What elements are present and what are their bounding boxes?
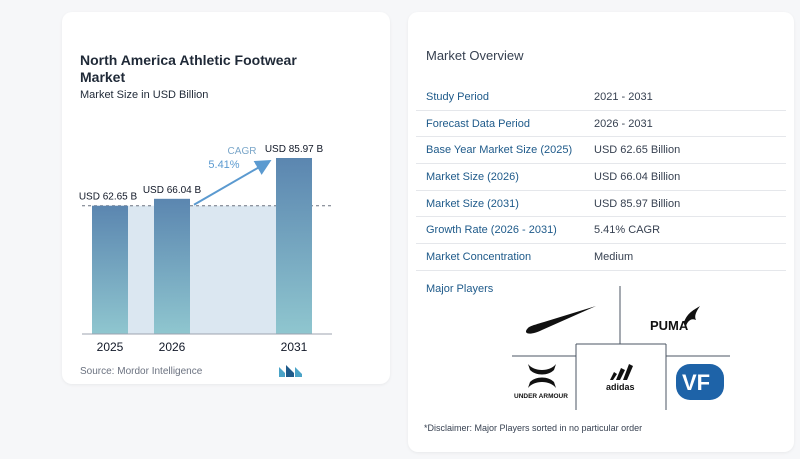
row-value: USD 85.97 Billion [594,197,681,210]
overview-card [408,12,794,452]
data-label: USD 66.04 B [143,185,202,196]
table-row: Market Size (2026) USD 66.04 Billion [416,164,786,191]
row-key: Market Size (2031) [426,197,519,210]
table-row: Market Size (2031) USD 85.97 Billion [416,191,786,218]
bar-2025 [92,205,128,334]
row-key: Base Year Market Size (2025) [426,144,573,157]
row-value: 2026 - 2031 [594,117,653,130]
vf-logo: VF [676,364,724,400]
vf-text: VF [682,370,710,395]
overview-table: Study Period 2021 - 2031 Forecast Data Pe… [416,84,786,271]
under-armour-logo: UNDER ARMOUR [514,364,568,400]
cagr-label: CAGR [228,146,257,157]
adidas-text: adidas [606,382,635,392]
row-value: Medium [594,250,634,263]
chart-title: North America Athletic Footwear Market [80,52,297,85]
data-label: USD 85.97 B [265,144,324,155]
cagr-value: 5.41% [208,159,239,171]
major-players-title: Major Players [426,283,494,295]
table-row: Market Concentration Medium [416,244,786,271]
cagr-arrow [193,159,272,206]
puma-logo: PUMA [650,306,700,333]
table-row: Study Period 2021 - 2031 [416,84,786,111]
chart-subtitle: Market Size in USD Billion [80,89,209,101]
data-label: USD 62.65 B [79,192,138,203]
puma-text: PUMA [650,318,689,333]
puma-cat-icon [684,306,700,326]
tick-label: 2025 [97,340,124,354]
row-key: Market Size (2026) [426,170,519,183]
major-players-logos: PUMA UNDER ARMOUR adidas VF [512,286,730,410]
table-row: Forecast Data Period 2026 - 2031 [416,111,786,138]
row-value: 2021 - 2031 [594,90,653,103]
adidas-logo: adidas [606,364,635,392]
table-row: Growth Rate (2026 - 2031) 5.41% CAGR [416,217,786,245]
row-value: 5.41% CAGR [594,224,661,237]
row-key: Forecast Data Period [426,117,530,130]
row-key: Study Period [426,90,489,103]
bar-chart: USD 62.65 B 2025 USD 66.04 B 2026 USD 85.97 … [79,144,332,354]
bar-2031 [276,158,312,334]
disclaimer-text: *Disclaimer: Major Players sorted in no … [424,423,643,433]
mordor-logo-icon [279,365,302,377]
nike-logo [525,306,596,334]
row-value: USD 62.65 Billion [594,144,681,157]
table-row: Base Year Market Size (2025) USD 62.65 Bi… [416,137,786,165]
bar-2026 [154,198,190,334]
tick-label: 2026 [159,340,186,354]
row-value: USD 66.04 Billion [594,170,681,183]
tick-label: 2031 [281,340,308,354]
row-key: Growth Rate (2026 - 2031) [426,224,557,237]
source-text: Source: Mordor Intelligence [80,366,203,377]
under-armour-text: UNDER ARMOUR [514,393,568,400]
overview-title: Market Overview [426,48,524,63]
row-key: Market Concentration [426,250,532,263]
